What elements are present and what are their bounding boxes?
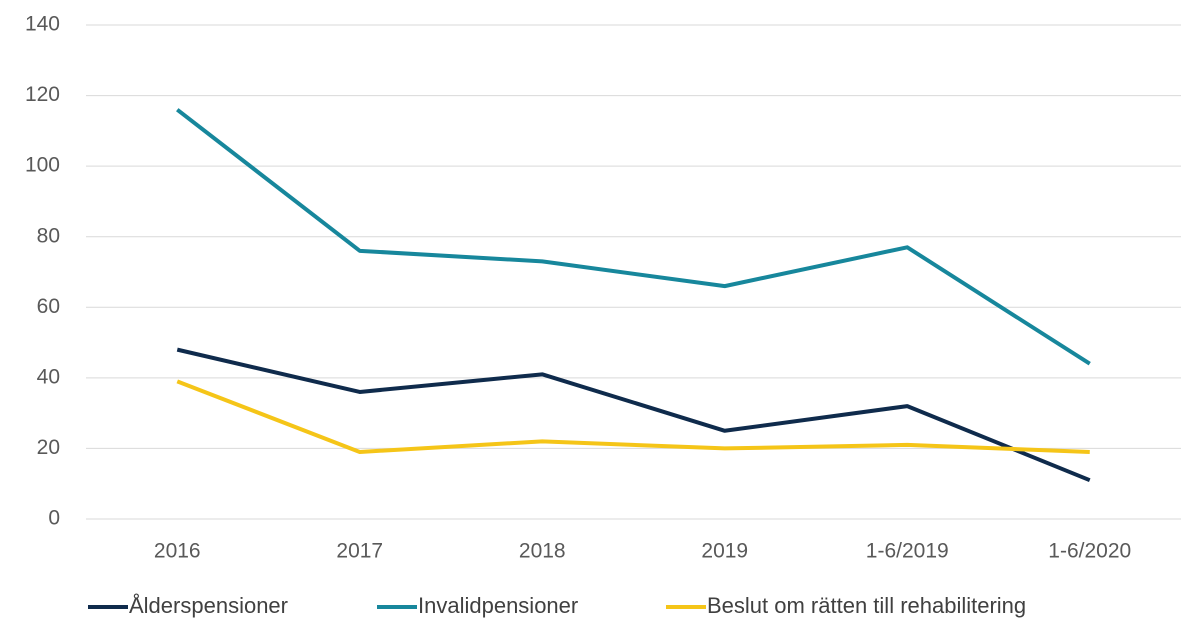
x-tick-label: 1-6/2019	[866, 540, 949, 563]
y-tick-label: 80	[37, 224, 60, 247]
y-tick-label: 60	[37, 295, 60, 318]
y-tick-label: 0	[48, 507, 60, 530]
legend-label: Invalidpensioner	[418, 593, 578, 618]
series-line	[176, 347, 1091, 483]
series-line	[176, 379, 1090, 454]
y-tick-label: 140	[25, 13, 60, 36]
x-tick-label: 1-6/2020	[1048, 540, 1131, 563]
y-tick-label: 100	[25, 154, 60, 177]
series-line	[176, 108, 1091, 366]
x-tick-label: 2017	[336, 540, 383, 563]
legend-label: Ålderspensioner	[129, 593, 288, 618]
x-tick-label: 2018	[519, 540, 566, 563]
x-tick-label: 2019	[701, 540, 748, 563]
legend-label: Beslut om rätten till rehabilitering	[707, 593, 1026, 618]
y-tick-label: 40	[37, 365, 60, 388]
y-tick-label: 120	[25, 83, 60, 106]
y-tick-label: 20	[37, 436, 60, 459]
x-tick-label: 2016	[154, 540, 201, 563]
